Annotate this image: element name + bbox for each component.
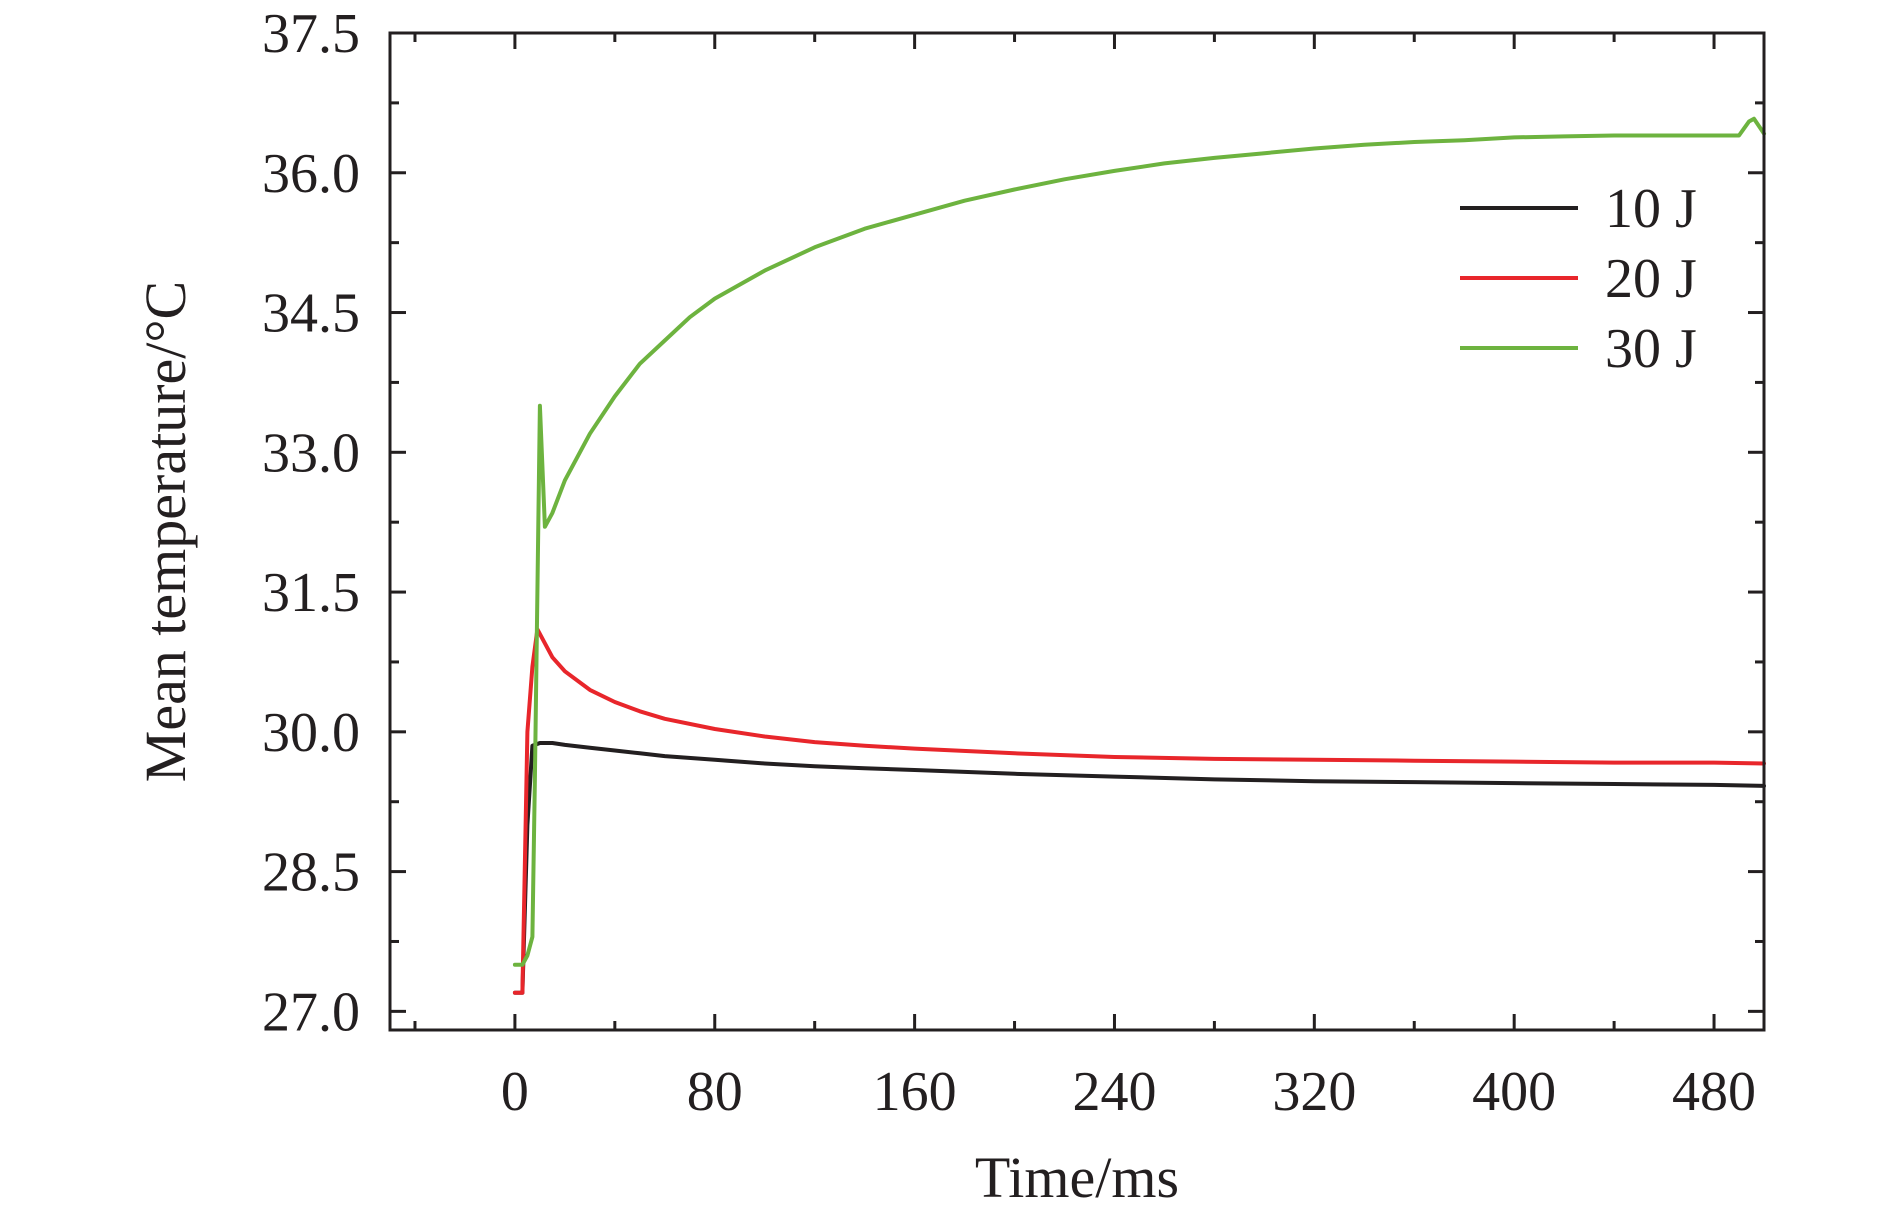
x-tick-label: 240 bbox=[1072, 1061, 1156, 1123]
x-tick-label: 480 bbox=[1672, 1061, 1756, 1123]
x-tick-label: 320 bbox=[1272, 1061, 1356, 1123]
series-line-2 bbox=[512, 627, 1766, 995]
legend-label: 10 J bbox=[1605, 178, 1697, 240]
y-tick-label: 37.5 bbox=[262, 3, 360, 65]
y-axis-title: Mean temperature/°C bbox=[133, 281, 198, 783]
y-tick-label: 31.5 bbox=[262, 562, 360, 624]
y-tick-label: 30.0 bbox=[262, 702, 360, 764]
plot-frame bbox=[388, 31, 1766, 1032]
x-axis-title: Time/ms bbox=[975, 1145, 1179, 1210]
legend-label: 20 J bbox=[1605, 248, 1697, 310]
tick-labels-layer: 0 80 160 240 320 400 480 27.0 28.5 30.0 31.5 33.0 34… bbox=[262, 3, 1756, 1123]
series-line-3 bbox=[512, 116, 1766, 967]
x-tick-label: 0 bbox=[501, 1061, 529, 1123]
y-tick-label: 36.0 bbox=[262, 143, 360, 205]
x-tick-label: 160 bbox=[873, 1061, 957, 1123]
x-tick-label: 80 bbox=[687, 1061, 743, 1123]
y-tick-label: 28.5 bbox=[262, 842, 360, 904]
series-layer bbox=[512, 116, 1766, 995]
y-tick-label: 33.0 bbox=[262, 422, 360, 484]
y-tick-label: 34.5 bbox=[262, 283, 360, 345]
x-tick-label: 400 bbox=[1472, 1061, 1556, 1123]
y-tick-label: 27.0 bbox=[262, 981, 360, 1043]
legend: 10 J 20 J 30 J bbox=[1460, 178, 1697, 380]
legend-label: 30 J bbox=[1605, 318, 1697, 380]
ticks-layer bbox=[390, 31, 1764, 1030]
series-line-1 bbox=[512, 741, 1766, 995]
